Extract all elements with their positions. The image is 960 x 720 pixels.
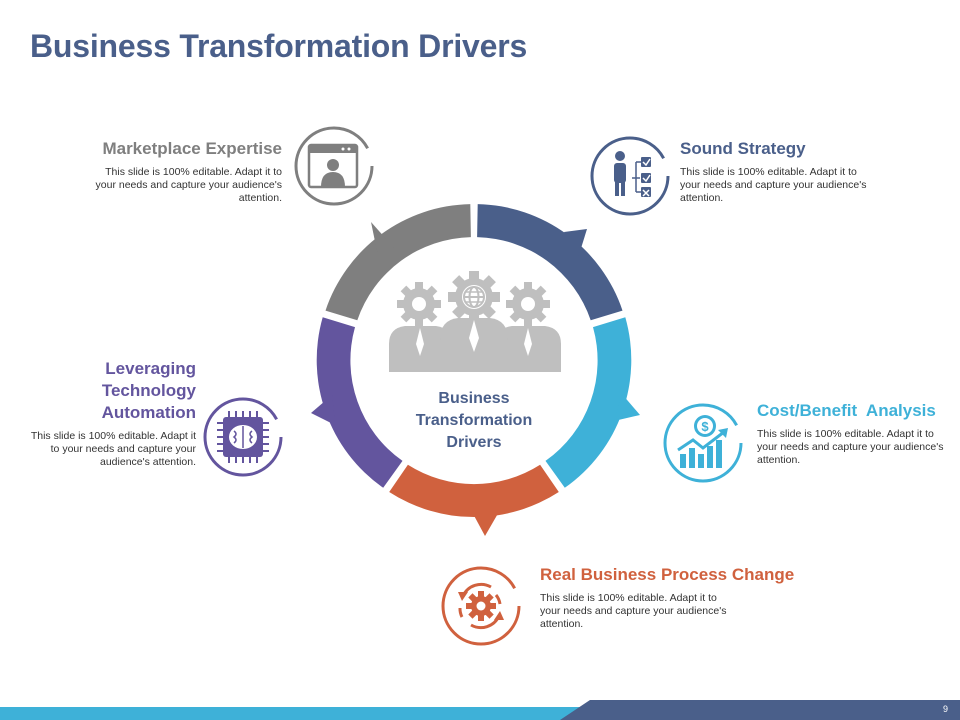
driver-marketplace: Marketplace Expertise This slide is 100%… bbox=[60, 138, 282, 205]
ring-segment-orange bbox=[389, 464, 559, 518]
driver-description: This slide is 100% editable. Adapt it to… bbox=[540, 592, 727, 630]
ring-arrow-orange bbox=[471, 510, 500, 536]
footer-accent bbox=[560, 700, 960, 720]
driver-technology: Leveraging Technology Automation This sl… bbox=[30, 358, 196, 469]
technology-icon-badge bbox=[203, 397, 283, 477]
browser-person-icon bbox=[307, 143, 359, 189]
ring-arrow-navy bbox=[564, 229, 587, 258]
driver-title-line: Leveraging bbox=[105, 359, 196, 378]
ring-arrow-gray bbox=[371, 222, 396, 256]
ring-arrow-purple bbox=[311, 395, 335, 425]
team-gears-icon bbox=[389, 271, 561, 372]
chip-brain-icon bbox=[217, 411, 269, 463]
driver-title-line: Automation bbox=[101, 403, 196, 422]
ring-segment-gray bbox=[325, 204, 471, 321]
ring bbox=[311, 204, 640, 536]
cost-icon-badge: $ bbox=[663, 403, 743, 483]
process-icon-badge bbox=[441, 566, 521, 646]
slide-title: Business Transformation Drivers bbox=[30, 28, 528, 64]
strategy-icon-badge bbox=[590, 136, 670, 216]
center-label-line: Drivers bbox=[446, 434, 502, 451]
driver-title-line: Technology bbox=[101, 381, 196, 400]
ring-arrow-cyan bbox=[614, 394, 640, 421]
center-label-line: Business bbox=[438, 390, 510, 407]
svg-text:$: $ bbox=[701, 419, 709, 434]
driver-process-change: Real Business Process Change This slide … bbox=[540, 564, 840, 631]
person-checklist-icon bbox=[614, 151, 651, 197]
driver-description: This slide is 100% editable. Adapt it to… bbox=[757, 428, 944, 466]
ring-segment-purple bbox=[316, 317, 403, 488]
dollar-growth-chart-icon: $ bbox=[677, 415, 728, 468]
ring-segment-navy bbox=[477, 204, 623, 321]
ring-segment-cyan bbox=[545, 317, 632, 488]
driver-title: Sound Strategy bbox=[680, 139, 806, 158]
driver-description: This slide is 100% editable. Adapt it to… bbox=[95, 166, 282, 204]
driver-title: Leveraging Technology Automation bbox=[30, 358, 196, 424]
driver-title: Marketplace Expertise bbox=[102, 139, 282, 158]
driver-strategy: Sound Strategy This slide is 100% editab… bbox=[680, 138, 880, 205]
driver-title: Real Business Process Change bbox=[540, 565, 795, 584]
driver-title: Cost/Benefit Analysis bbox=[757, 401, 936, 420]
driver-description: This slide is 100% editable. Adapt it to… bbox=[680, 166, 867, 204]
center-label: Business Transformation Drivers bbox=[390, 388, 558, 454]
driver-cost-benefit: Cost/Benefit Analysis This slide is 100%… bbox=[757, 400, 957, 467]
marketplace-icon-badge bbox=[294, 126, 374, 206]
driver-description: This slide is 100% editable. Adapt it to… bbox=[30, 430, 196, 468]
page-number: 9 bbox=[942, 704, 948, 714]
gear-cycle-icon bbox=[458, 582, 504, 630]
center-label-line: Transformation bbox=[415, 412, 533, 429]
